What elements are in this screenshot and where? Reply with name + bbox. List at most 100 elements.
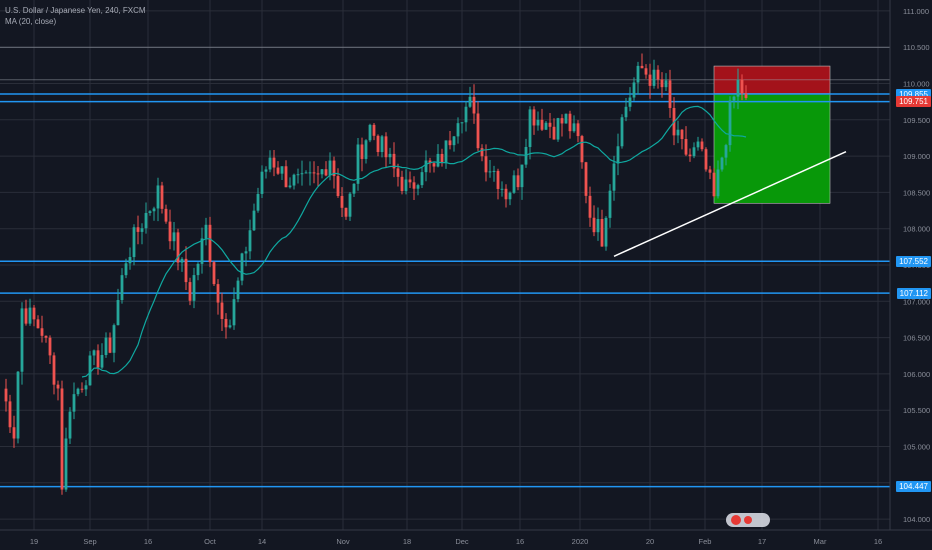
candle-body [344,207,348,217]
candle-body [372,124,376,136]
price-tick-label: 110.000 [903,79,930,88]
ma-line [81,105,747,378]
candle-body [728,100,732,146]
candle-body [32,307,36,320]
candle-body [400,176,404,192]
candle-body [576,123,580,137]
candle-body [688,154,692,157]
candle-body [584,162,588,196]
price-tick-label: 109.500 [903,116,930,125]
symbol-title: U.S. Dollar / Japanese Yen, 240, FXCM [5,6,146,15]
candle-body [500,188,504,190]
price-tick-label: 108.000 [903,225,930,234]
candle-body [324,169,328,176]
candle-body [88,355,92,386]
candle-body [156,185,160,209]
candle-body [340,196,344,208]
price-tick-label: 105.500 [903,406,930,415]
candle-body [48,337,52,356]
candle-body [572,123,576,132]
candle-body [444,140,448,163]
time-tick-label: 20 [646,537,654,546]
time-tick-label: 19 [30,537,38,546]
candle-body [504,188,508,200]
candle-body [108,337,112,353]
candle-body [292,174,296,186]
price-tick-label: 107.000 [903,297,930,306]
candle-body [296,174,300,176]
candle-body [76,388,80,395]
candle-body [636,65,640,83]
candle-body [552,126,556,140]
candle-body [56,384,60,389]
candle-body [476,113,480,149]
candle-body [392,153,396,169]
time-tick-label: Feb [699,537,712,546]
candle-body [200,238,204,264]
take-profit-zone[interactable] [713,93,831,204]
trendline-segment[interactable] [613,151,847,257]
candle-body [612,163,616,191]
candle-body [472,96,476,114]
time-tick-label: 16 [144,537,152,546]
candle-body [64,438,68,490]
price-tick-label: 109.000 [903,152,930,161]
candle-body [168,221,172,242]
candle-body [104,337,108,355]
candle-body [388,153,392,158]
price-tick-label: 106.000 [903,370,930,379]
candle-body [740,79,744,94]
trendline[interactable] [613,151,847,257]
candle-body [484,156,488,173]
candle-body [224,318,228,328]
time-tick-label: 16 [516,537,524,546]
candle-body [8,401,12,428]
candle-body [240,253,244,281]
candle-body [336,176,340,197]
candle-body [288,185,292,188]
candle-body [312,172,316,174]
candle-body [620,117,624,147]
candle-body [92,350,96,356]
candle-body [176,232,180,263]
candle-body [684,139,688,155]
candle-body [644,68,648,75]
candle-body [220,302,224,319]
candle-body [492,170,496,172]
candle-body [208,224,212,263]
candle-body [320,169,324,175]
candle-body [280,166,284,174]
candle-body [172,232,176,242]
candle-body [464,106,468,123]
time-tick-label: 17 [758,537,766,546]
candle-body [136,227,140,232]
candle-body [12,427,16,439]
candle-body [700,141,704,150]
candle-body [460,122,464,124]
candle-body [308,172,312,174]
candle-body [120,275,124,301]
price-tag: 107.552 [896,255,931,267]
candle-body [560,118,564,124]
candle-body [316,173,320,175]
candle-body [608,190,612,218]
candle-body [456,123,460,137]
price-tag: 109.855 [896,88,931,100]
candle-body [568,113,572,132]
candle-body [544,122,548,130]
candle-body [4,388,8,402]
candle-body [712,172,716,197]
time-tick-label: 18 [403,537,411,546]
candle-body [196,263,200,276]
candle-body [20,308,24,372]
price-axis[interactable]: 111.000 110.500 110.000 109.500 109.000 108.5… [889,0,930,530]
moving-average [81,105,747,378]
candle-body [364,140,368,159]
candle-body [140,228,144,232]
candle-body [116,300,120,326]
candle-body [520,164,524,188]
candle-body [496,170,500,189]
candle-body [68,411,72,439]
time-axis[interactable]: 19 Sep 16 Oct 14 Nov 18 Dec 16 2020 20 Feb 17 Mar 16 [0,529,932,546]
